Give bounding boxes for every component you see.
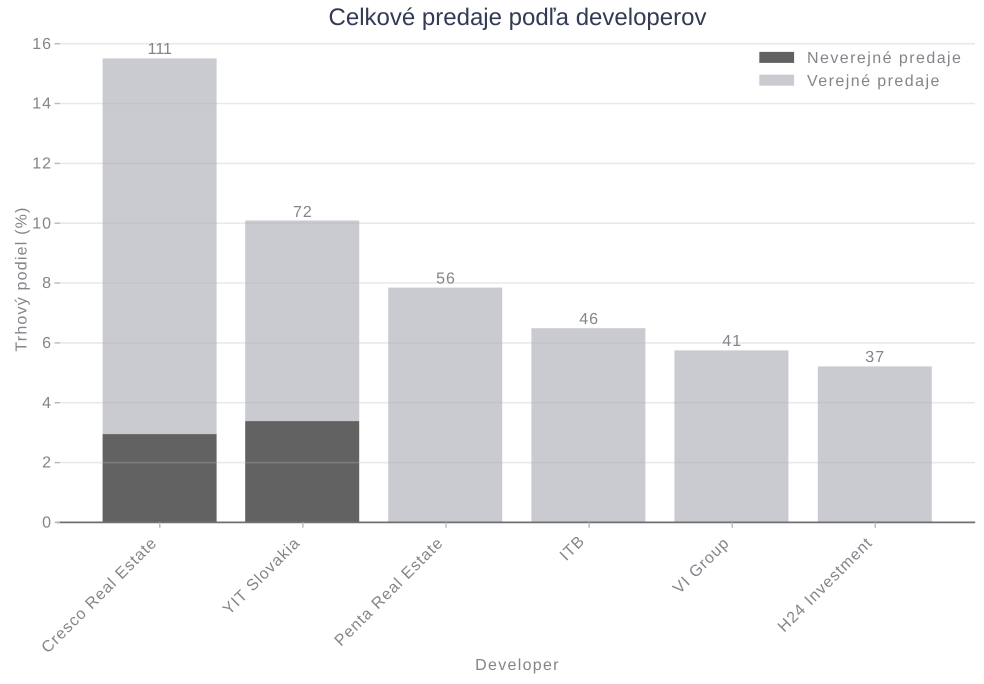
svg-text:Neverejné predaje: Neverejné predaje	[807, 50, 962, 67]
svg-text:Celkové predaje podľa develope: Celkové predaje podľa developerov	[329, 4, 707, 31]
svg-text:8: 8	[42, 275, 52, 292]
svg-text:111: 111	[148, 41, 172, 58]
svg-text:14: 14	[32, 96, 52, 113]
svg-text:37: 37	[865, 349, 885, 366]
svg-text:41: 41	[722, 333, 742, 350]
svg-text:56: 56	[436, 270, 456, 287]
svg-text:4: 4	[42, 395, 52, 412]
svg-text:Verejné predaje: Verejné predaje	[807, 73, 941, 90]
svg-text:16: 16	[32, 36, 52, 53]
svg-text:6: 6	[42, 335, 52, 352]
svg-text:Developer: Developer	[475, 657, 560, 674]
svg-text:2: 2	[42, 455, 52, 472]
svg-text:0: 0	[42, 515, 52, 532]
svg-text:72: 72	[293, 204, 313, 221]
svg-text:10: 10	[32, 215, 52, 232]
svg-text:46: 46	[579, 311, 599, 328]
svg-text:Trhový podiel (%): Trhový podiel (%)	[14, 206, 31, 351]
svg-text:12: 12	[32, 156, 52, 173]
